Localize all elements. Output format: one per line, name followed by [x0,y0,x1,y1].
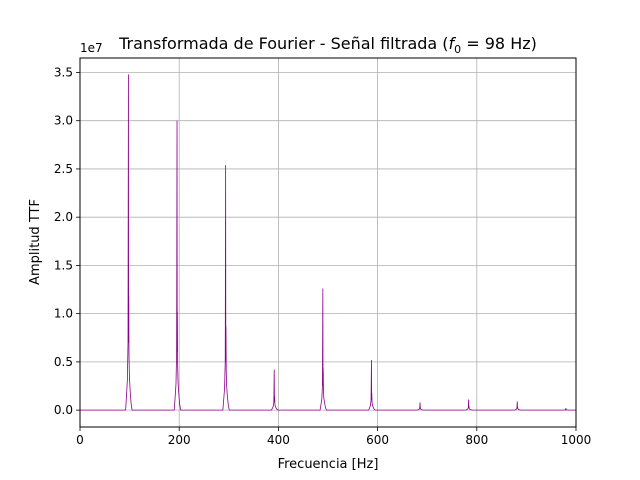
plot-area [80,74,576,411]
x-tick-label: 400 [267,433,290,447]
y-tick-label: 2.0 [54,210,73,224]
y-axis-label: Amplitud TTF [28,199,43,285]
y-offset-label: 1e7 [80,41,103,55]
y-tick-label: 2.5 [54,162,73,176]
y-tick-label: 0.5 [54,355,73,369]
y-axis-ticks: 0.0 0.5 1.0 1.5 2.0 2.5 3.0 3.5 [54,65,80,417]
x-tick-label: 0 [76,433,84,447]
axes-frame [79,57,577,428]
x-tick-label: 600 [366,433,389,447]
x-tick-label: 1000 [561,433,592,447]
chart-title: Transformada de Fourier - Señal filtrada… [118,34,537,56]
y-tick-label: 3.5 [54,65,73,79]
x-tick-label: 800 [465,433,488,447]
spectrum-line [80,74,576,411]
y-tick-label: 1.5 [54,258,73,272]
x-axis-ticks: 0 200 400 600 800 1000 [76,427,591,447]
x-axis-label: Frecuencia [Hz] [278,457,379,472]
x-tick-label: 200 [168,433,191,447]
y-tick-label: 3.0 [54,114,73,128]
y-tick-label: 0.0 [54,403,73,417]
y-tick-label: 1.0 [54,307,73,321]
